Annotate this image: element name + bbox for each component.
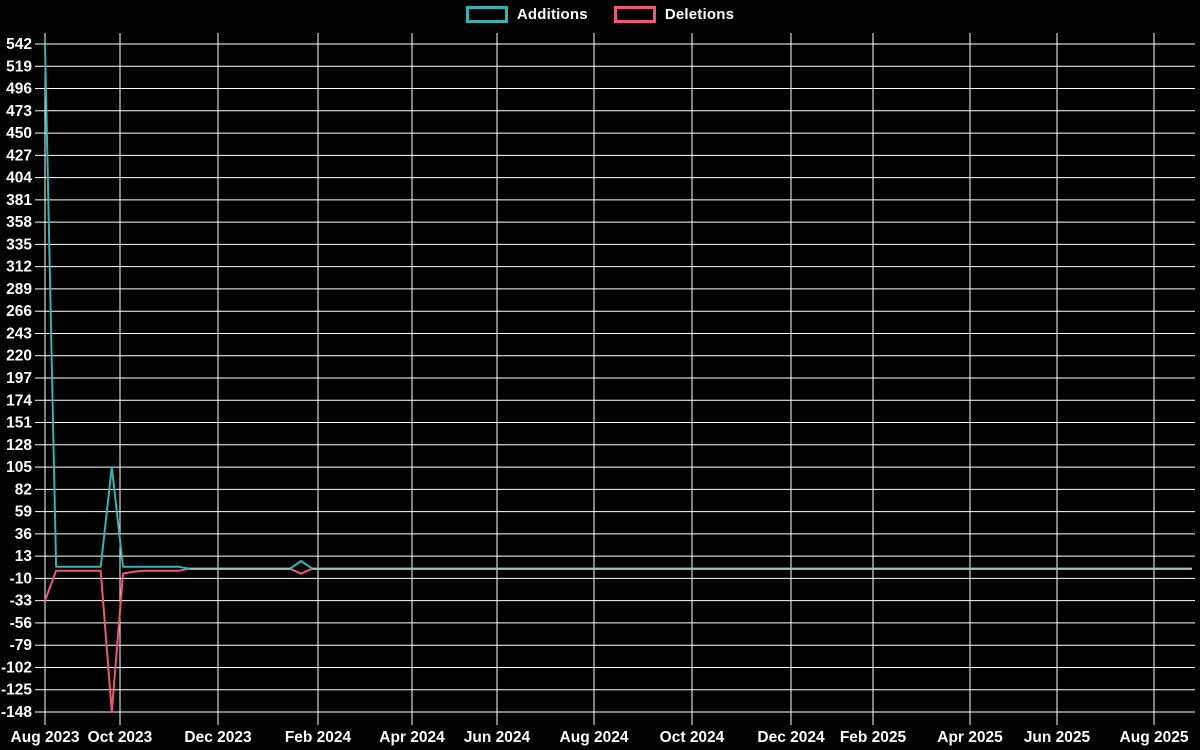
x-tick-label: Aug 2024 [560,729,629,746]
legend-item-deletions[interactable]: Deletions [613,6,735,23]
x-tick-label: Jun 2024 [464,729,531,746]
y-tick-label: 243 [6,325,32,342]
y-tick-label: -10 [10,570,32,587]
series-deletions-line [44,567,1192,713]
y-tick-label: -56 [10,615,33,632]
chart-legend: Additions Deletions [0,6,1200,23]
y-tick-label: 105 [6,459,32,476]
y-tick-label: -33 [10,593,33,610]
y-tick-label: -79 [10,637,33,654]
x-tick-label: Jun 2025 [1024,729,1091,746]
x-tick-label: Feb 2025 [840,729,907,746]
x-tick-label: Oct 2023 [88,729,153,746]
y-tick-label: 174 [6,392,32,409]
y-tick-label: 496 [6,81,32,98]
x-tick-label: Apr 2025 [937,729,1003,746]
y-tick-label: 542 [6,36,32,53]
y-tick-label: 427 [6,147,32,164]
y-tick-label: 519 [6,58,32,75]
y-tick-label: 220 [6,348,32,365]
y-tick-label: 289 [6,281,32,298]
deletions-swatch-icon [613,6,656,23]
y-tick-label: 151 [6,415,32,432]
y-tick-label: 450 [6,125,32,142]
x-tick-label: Oct 2024 [660,729,725,746]
y-tick-label: 358 [6,214,32,231]
y-tick-label: 59 [15,504,33,521]
y-tick-label: 335 [6,236,32,253]
y-tick-label: 36 [15,526,33,543]
y-tick-label: 473 [6,103,32,120]
y-tick-label: 13 [15,548,33,565]
y-tick-label: 266 [6,303,32,320]
additions-swatch-icon [465,6,508,23]
y-tick-label: 128 [6,437,32,454]
y-tick-label: 381 [6,192,32,209]
x-tick-label: Apr 2024 [379,729,445,746]
y-tick-label: 312 [6,259,32,276]
y-tick-label: -125 [1,682,32,699]
legend-label-additions: Additions [516,6,588,23]
y-tick-label: -148 [1,704,32,721]
y-tick-label: -102 [1,659,32,676]
x-tick-label: Dec 2024 [757,729,825,746]
y-tick-label: 197 [6,370,32,387]
x-tick-label: Aug 2025 [1120,729,1189,746]
x-tick-label: Aug 2023 [11,729,80,746]
y-tick-label: 82 [15,481,32,498]
x-tick-label: Dec 2023 [184,729,252,746]
y-tick-label: 404 [6,170,32,187]
series-additions-line [44,43,1192,570]
legend-item-additions[interactable]: Additions [465,6,588,23]
legend-label-deletions: Deletions [664,6,735,23]
x-tick-label: Feb 2024 [285,729,352,746]
